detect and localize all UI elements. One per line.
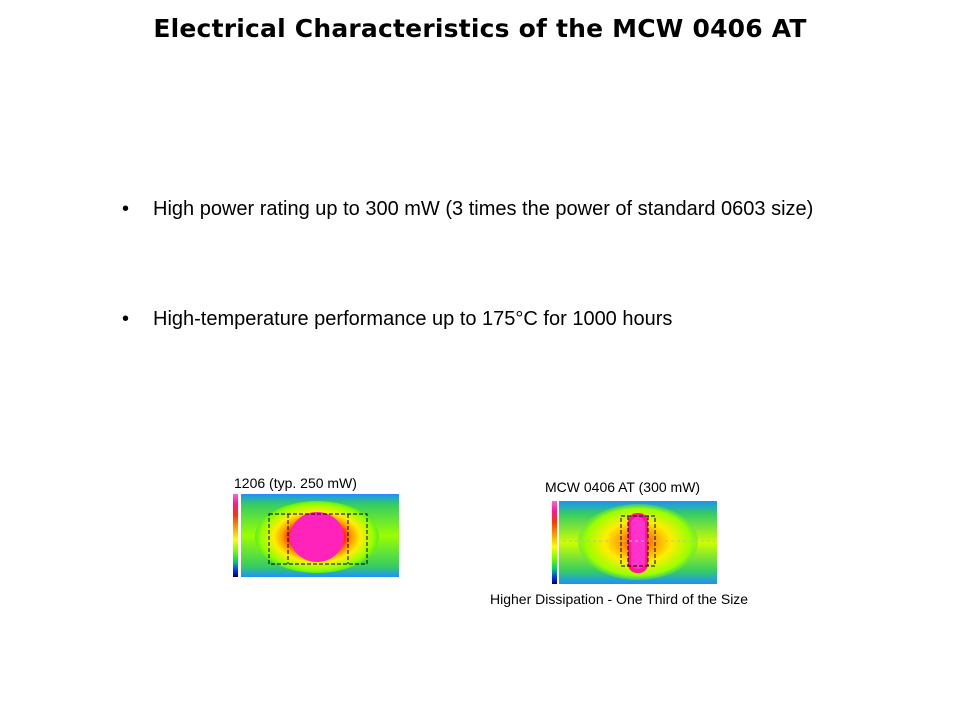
bullet-text: High-temperature performance up to 175°C… [153,308,673,330]
thermal-color-scale [552,501,557,584]
comparison-caption: Higher Dissipation - One Third of the Si… [490,591,749,607]
thermal-image-mcw0406 [559,501,717,584]
thermal-caption-1206: 1206 (typ. 250 mW) [234,475,357,491]
thermal-image-1206 [241,494,399,577]
bullet-text: High power rating up to 300 mW (3 times … [153,198,814,220]
bullet-power-rating: • High power rating up to 300 mW (3 times… [122,198,813,221]
bullet-marker: • [122,198,130,220]
bullet-temperature: • High-temperature performance up to 175°… [122,308,672,331]
slide-title: Electrical Characteristics of the MCW 04… [153,14,807,43]
thermal-color-scale [233,494,238,577]
thermal-caption-mcw0406: MCW 0406 AT (300 mW) [545,479,701,495]
bullet-marker: • [122,308,130,330]
